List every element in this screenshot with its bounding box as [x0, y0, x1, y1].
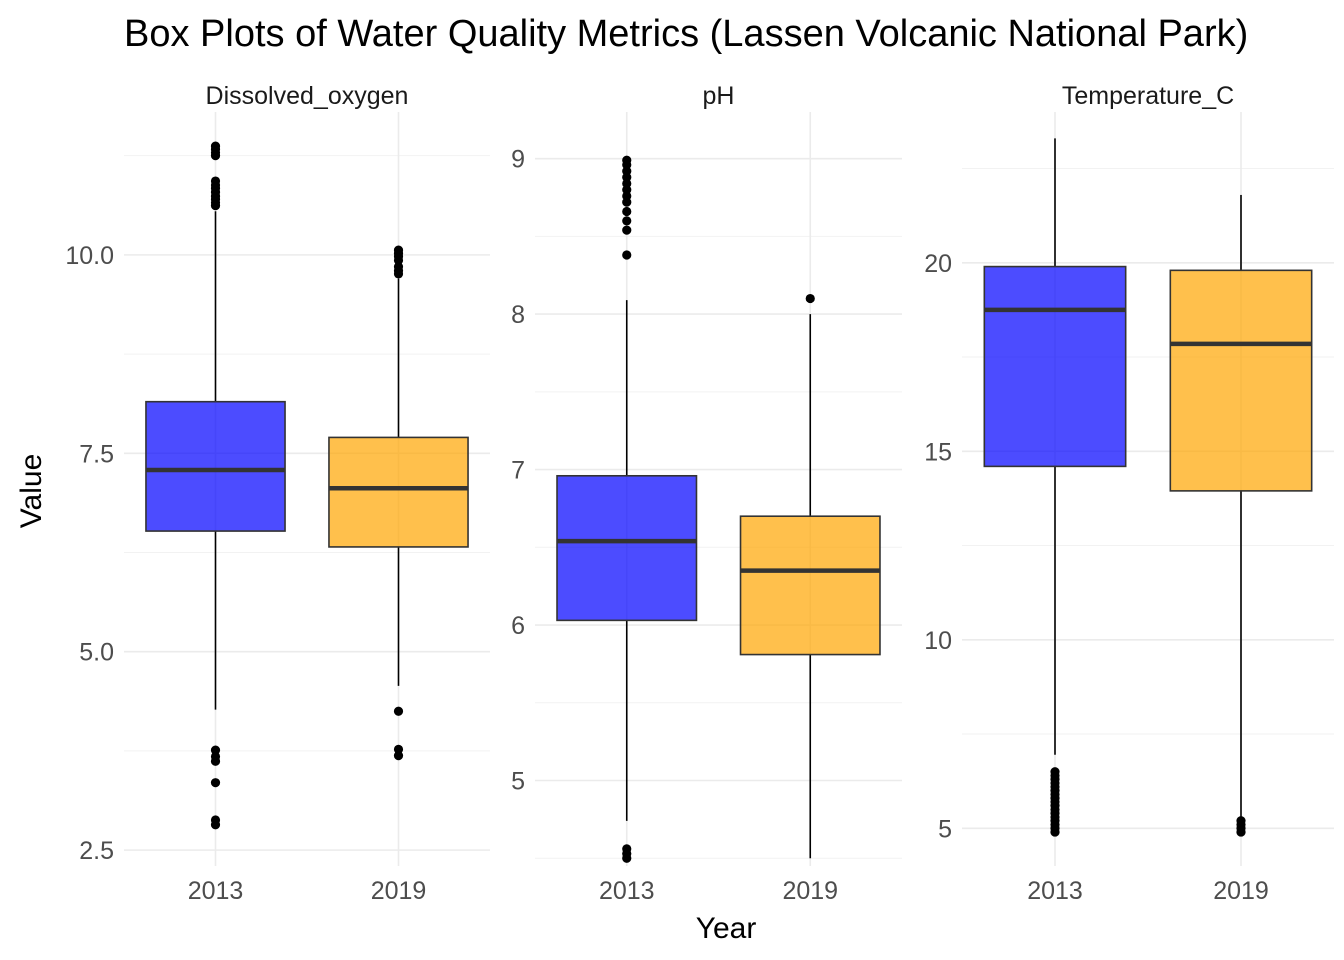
outlier-point	[1050, 767, 1060, 777]
box-iqr	[145, 400, 286, 532]
outlier-point	[805, 293, 815, 304]
x-tick-label: 2013	[599, 877, 655, 905]
outlier-point	[622, 250, 632, 260]
facet-label: Temperature_C	[1062, 82, 1234, 110]
outlier-point	[622, 225, 632, 235]
box-iqr	[983, 265, 1127, 468]
box-2019	[1169, 194, 1313, 837]
outlier-point	[393, 744, 404, 754]
box-2013	[145, 141, 286, 830]
outlier-point	[393, 262, 404, 272]
x-tick-label: 2013	[1027, 877, 1083, 905]
chart-title: Box Plots of Water Quality Metrics (Lass…	[124, 13, 1248, 55]
y-tick-label: 5	[511, 767, 525, 795]
y-tick-label: 10	[924, 627, 952, 655]
facet-label: Dissolved_oxygen	[206, 82, 409, 110]
box-iqr	[556, 474, 698, 622]
outlier-point	[622, 844, 632, 854]
outlier-point	[210, 815, 221, 825]
facet-panel-2: 5 10 15 20 2013 2019 Temperature_C	[924, 82, 1334, 905]
outlier-point	[622, 155, 632, 165]
box-2019	[739, 293, 881, 859]
x-tick-label: 2019	[1213, 877, 1269, 905]
outlier-point	[622, 206, 632, 217]
x-tick-label: 2019	[782, 877, 838, 905]
outlier-point	[393, 245, 404, 255]
box-iqr	[739, 515, 881, 656]
y-tick-label: 10.0	[65, 242, 114, 270]
y-tick-label: 2.5	[79, 837, 114, 865]
x-tick-label: 2013	[188, 877, 244, 905]
x-axis-title: Year	[696, 912, 757, 945]
outlier-point	[210, 745, 221, 755]
outlier-point	[210, 141, 221, 151]
y-tick-label: 6	[511, 612, 525, 640]
y-tick-label: 9	[511, 146, 525, 174]
y-tick-label: 7.5	[79, 440, 114, 468]
y-tick-label: 15	[924, 438, 952, 466]
y-tick-label: 5	[938, 815, 952, 843]
outlier-point	[210, 778, 221, 788]
outlier-point	[393, 706, 404, 716]
box-iqr	[1169, 269, 1313, 492]
facet-panel-0: 2.5 5.0 7.5 10.0 2013 2019 Dissolved_oxygen	[65, 82, 490, 905]
y-tick-label: 7	[511, 457, 525, 485]
box-2019	[328, 245, 469, 761]
outlier-point	[393, 751, 404, 761]
outlier-point	[210, 176, 221, 186]
outlier-point	[210, 751, 221, 762]
facet-label: pH	[703, 82, 735, 110]
facet-panels: 2.5 5.0 7.5 10.0 2013 2019 Dissolved_oxygen 5 6 7…	[65, 82, 1334, 905]
x-tick-label: 2019	[371, 877, 427, 905]
box-2013	[556, 155, 698, 863]
y-axis-title: Value	[15, 454, 48, 529]
y-tick-label: 8	[511, 301, 525, 329]
facet-panel-1: 5 6 7 8 9 2013 2019 pH	[511, 82, 902, 905]
box-iqr	[328, 436, 469, 548]
outlier-point	[622, 216, 632, 226]
y-tick-label: 20	[924, 250, 952, 278]
box-2013	[983, 138, 1127, 837]
outlier-point	[1236, 816, 1246, 826]
y-tick-label: 5.0	[79, 639, 114, 667]
